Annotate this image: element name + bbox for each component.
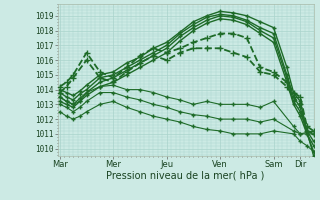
- X-axis label: Pression niveau de la mer( hPa ): Pression niveau de la mer( hPa ): [107, 171, 265, 181]
